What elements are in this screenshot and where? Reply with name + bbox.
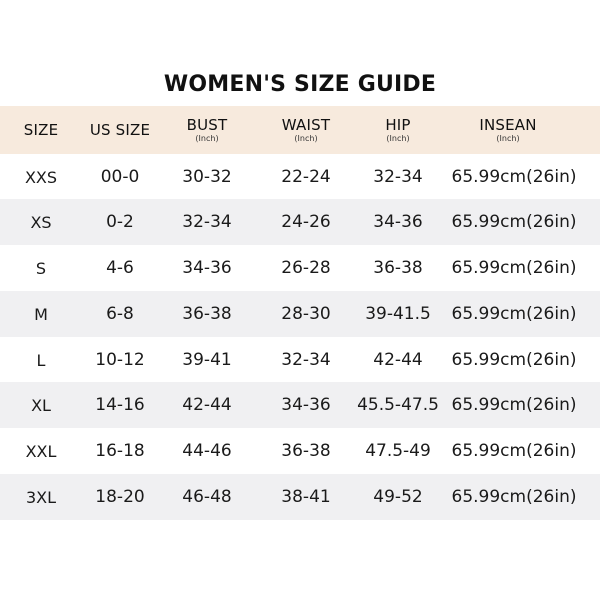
cell-us-size: 4-6 — [106, 258, 134, 278]
table-row: S 4-6 34-36 26-28 36-38 65.99cm(26in) — [0, 245, 600, 291]
header-us-size: US SIZE — [80, 106, 160, 154]
cell-waist: 24-26 — [281, 212, 331, 232]
cell-waist: 28-30 — [281, 304, 331, 324]
cell-hip: 34-36 — [373, 212, 423, 232]
cell-hip: 45.5-47.5 — [357, 395, 439, 415]
table-header: SIZE US SIZE BUST (Inch) WAIST (Inch) HI… — [0, 106, 600, 154]
header-bust: BUST (Inch) — [170, 106, 244, 154]
header-bust-unit: (Inch) — [195, 133, 219, 143]
header-size: SIZE — [12, 106, 70, 154]
cell-hip: 47.5-49 — [365, 441, 431, 461]
cell-size: L — [36, 350, 46, 370]
cell-insean: 65.99cm(26in) — [451, 441, 577, 461]
cell-bust: 34-36 — [182, 258, 232, 278]
cell-waist: 38-41 — [281, 487, 331, 507]
table-row: M 6-8 36-38 28-30 39-41.5 65.99cm(26in) — [0, 291, 600, 337]
header-waist: WAIST (Inch) — [266, 106, 346, 154]
cell-size: M — [34, 304, 48, 324]
cell-size: 3XL — [25, 487, 57, 507]
cell-insean: 65.99cm(26in) — [451, 487, 577, 507]
cell-bust: 36-38 — [182, 304, 232, 324]
cell-insean: 65.99cm(26in) — [451, 212, 577, 232]
page-title: WOMEN'S SIZE GUIDE — [163, 72, 437, 97]
header-size-label: SIZE — [23, 120, 59, 139]
cell-waist: 36-38 — [281, 441, 331, 461]
cell-size: XL — [31, 395, 51, 415]
cell-hip: 49-52 — [373, 487, 423, 507]
cell-us-size: 10-12 — [95, 350, 145, 370]
header-insean: INSEAN (Inch) — [438, 106, 578, 154]
cell-waist: 26-28 — [281, 258, 331, 278]
cell-size: XXS — [24, 167, 58, 187]
cell-us-size: 14-16 — [95, 395, 145, 415]
cell-waist: 22-24 — [281, 167, 331, 187]
cell-us-size: 00-0 — [100, 167, 140, 187]
cell-insean: 65.99cm(26in) — [451, 395, 577, 415]
header-bust-label: BUST — [186, 115, 228, 134]
header-us-size-label: US SIZE — [89, 120, 151, 139]
cell-waist: 34-36 — [281, 395, 331, 415]
cell-size: S — [35, 258, 47, 278]
cell-bust: 42-44 — [182, 395, 232, 415]
cell-waist: 32-34 — [281, 350, 331, 370]
table-row: 3XL 18-20 46-48 38-41 49-52 65.99cm(26in… — [0, 474, 600, 520]
cell-bust: 44-46 — [182, 441, 232, 461]
cell-us-size: 0-2 — [106, 212, 134, 232]
cell-insean: 65.99cm(26in) — [451, 167, 577, 187]
cell-bust: 39-41 — [182, 350, 232, 370]
table-row: XXS 00-0 30-32 22-24 32-34 65.99cm(26in) — [0, 154, 600, 200]
table-row: XL 14-16 42-44 34-36 45.5-47.5 65.99cm(2… — [0, 382, 600, 428]
cell-insean: 65.99cm(26in) — [451, 304, 577, 324]
header-hip-label: HIP — [385, 115, 411, 134]
cell-us-size: 18-20 — [95, 487, 145, 507]
cell-us-size: 16-18 — [95, 441, 145, 461]
cell-hip: 36-38 — [373, 258, 423, 278]
cell-insean: 65.99cm(26in) — [451, 258, 577, 278]
header-hip: HIP (Inch) — [356, 106, 440, 154]
cell-hip: 39-41.5 — [365, 304, 431, 324]
table-row: XXL 16-18 44-46 36-38 47.5-49 65.99cm(26… — [0, 428, 600, 474]
header-insean-label: INSEAN — [479, 115, 537, 134]
header-hip-unit: (Inch) — [386, 133, 410, 143]
cell-bust: 46-48 — [182, 487, 232, 507]
table-row: XS 0-2 32-34 24-26 34-36 65.99cm(26in) — [0, 199, 600, 245]
cell-hip: 32-34 — [373, 167, 423, 187]
table-row: L 10-12 39-41 32-34 42-44 65.99cm(26in) — [0, 337, 600, 383]
cell-size: XXL — [25, 441, 57, 461]
cell-insean: 65.99cm(26in) — [451, 350, 577, 370]
cell-hip: 42-44 — [373, 350, 423, 370]
cell-bust: 30-32 — [182, 167, 232, 187]
cell-size: XS — [30, 212, 52, 232]
cell-bust: 32-34 — [182, 212, 232, 232]
cell-us-size: 6-8 — [106, 304, 134, 324]
header-insean-unit: (Inch) — [496, 133, 520, 143]
header-waist-unit: (Inch) — [294, 133, 318, 143]
header-waist-label: WAIST — [281, 115, 331, 134]
